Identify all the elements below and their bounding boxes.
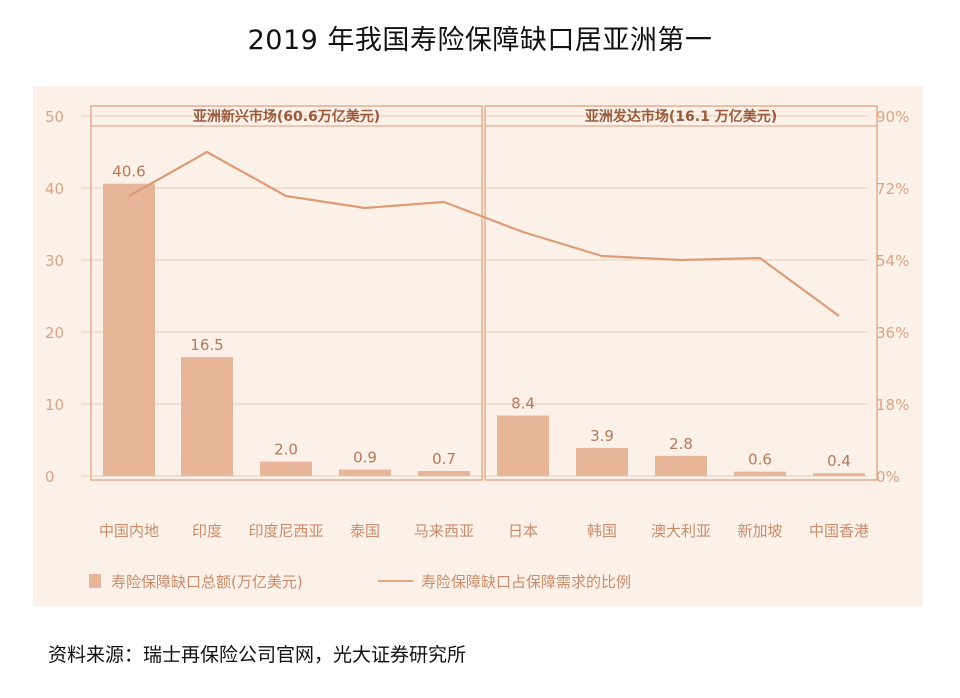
group-box bbox=[484, 105, 878, 481]
bar-value-label: 0.6 bbox=[748, 451, 772, 469]
bar-value-label: 2.8 bbox=[669, 435, 693, 453]
y-left-tick-label: 50 bbox=[45, 108, 64, 126]
bar bbox=[497, 415, 549, 476]
line-layer bbox=[128, 150, 840, 317]
y-left-tick-label: 0 bbox=[45, 468, 55, 486]
y-right-tick-label: 18% bbox=[876, 396, 909, 414]
legend-bar-swatch bbox=[89, 574, 101, 588]
bar-value-label: 8.4 bbox=[511, 395, 535, 413]
y-left-tick-label: 40 bbox=[45, 180, 64, 198]
x-category-label: 中国内地 bbox=[99, 522, 159, 540]
y-left-tick-label: 30 bbox=[45, 252, 64, 270]
legend-bar-label: 寿险保障缺口总额(万亿美元) bbox=[111, 573, 303, 591]
bar bbox=[103, 183, 155, 476]
bar-value-label: 0.4 bbox=[827, 452, 851, 470]
x-category-label: 韩国 bbox=[587, 522, 617, 540]
bar bbox=[813, 473, 865, 476]
group-header-label: 亚洲发达市场(16.1 万亿美元) bbox=[585, 108, 777, 125]
x-category-label: 澳大利亚 bbox=[651, 522, 711, 540]
label-layer: 0 0% 10 18% 20 36% 30 54% 40 72% 50 90% 亚洲新兴市场(60.6万… bbox=[45, 108, 909, 540]
group-box bbox=[90, 105, 483, 481]
bar bbox=[418, 470, 470, 476]
bar bbox=[734, 471, 786, 476]
bar-value-label: 0.9 bbox=[353, 449, 377, 467]
bar-value-label: 40.6 bbox=[112, 163, 145, 181]
x-category-label: 新加坡 bbox=[737, 522, 782, 540]
x-category-label: 印度 bbox=[192, 522, 222, 540]
chart-panel: 0 0% 10 18% 20 36% 30 54% 40 72% 50 90% 亚洲新兴市场(60.6万… bbox=[33, 86, 923, 606]
ratio-line bbox=[128, 150, 840, 317]
y-right-tick-label: 72% bbox=[876, 180, 909, 198]
x-category-label: 中国香港 bbox=[809, 522, 869, 540]
source-note: 资料来源：瑞士再保险公司官网，光大证券研究所 bbox=[48, 644, 467, 666]
y-right-tick-label: 0% bbox=[876, 468, 900, 486]
legend-layer: 寿险保障缺口总额(万亿美元) 寿险保障缺口占保障需求的比例 bbox=[89, 573, 631, 591]
y-right-tick-label: 36% bbox=[876, 324, 909, 342]
legend-line-label: 寿险保障缺口占保障需求的比例 bbox=[421, 573, 631, 591]
y-left-tick-label: 20 bbox=[45, 324, 64, 342]
bar bbox=[655, 455, 707, 476]
page-title: 2019 年我国寿险保障缺口居亚洲第一 bbox=[247, 25, 713, 56]
bar bbox=[181, 357, 233, 476]
bar-value-label: 3.9 bbox=[590, 427, 614, 445]
x-category-label: 印度尼西亚 bbox=[248, 522, 323, 540]
x-category-label: 马来西亚 bbox=[414, 522, 474, 540]
y-right-tick-label: 54% bbox=[876, 252, 909, 270]
bar-value-label: 2.0 bbox=[274, 441, 298, 459]
bar-value-label: 0.7 bbox=[432, 450, 456, 468]
bar bbox=[339, 469, 391, 476]
x-category-label: 泰国 bbox=[350, 522, 380, 540]
bar-value-label: 16.5 bbox=[190, 336, 223, 354]
group-layer bbox=[90, 105, 878, 481]
chart-svg: 0 0% 10 18% 20 36% 30 54% 40 72% 50 90% 亚洲新兴市场(60.6万… bbox=[45, 105, 909, 591]
y-right-tick-label: 90% bbox=[876, 108, 909, 126]
bar bbox=[260, 461, 312, 476]
group-header-label: 亚洲新兴市场(60.6万亿美元) bbox=[193, 108, 380, 125]
bar bbox=[576, 447, 628, 476]
y-left-tick-label: 10 bbox=[45, 396, 64, 414]
bar-layer bbox=[103, 183, 865, 476]
x-category-label: 日本 bbox=[508, 522, 538, 540]
